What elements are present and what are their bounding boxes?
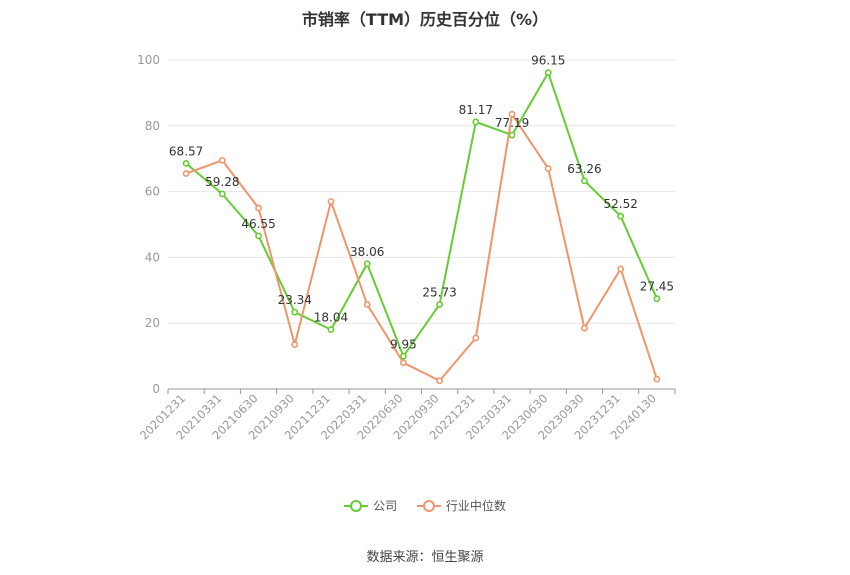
- data-point-1: [436, 377, 444, 385]
- data-point-0: [617, 212, 625, 220]
- series-line-1: [185, 113, 658, 382]
- data-label: 81.17: [459, 103, 493, 117]
- data-point-0: [399, 352, 407, 360]
- data-point-1: [653, 375, 661, 383]
- y-tick-label: 20: [145, 316, 160, 330]
- data-label: 25.73: [422, 285, 456, 299]
- data-label: 27.45: [640, 280, 674, 294]
- data-label: 23.34: [278, 293, 312, 307]
- data-label: 77.19: [495, 116, 529, 130]
- data-point-0: [544, 69, 552, 77]
- series-line-0: [185, 71, 658, 358]
- data-point-0: [218, 190, 226, 198]
- data-point-0: [291, 308, 299, 316]
- data-point-0: [508, 131, 516, 139]
- data-point-0: [327, 326, 335, 334]
- y-tick-label: 0: [152, 382, 160, 396]
- data-label: 59.28: [205, 175, 239, 189]
- data-label: 68.57: [169, 144, 203, 158]
- y-tick-label: 100: [137, 53, 160, 67]
- data-point-1: [291, 341, 299, 348]
- data-point-0: [472, 118, 480, 126]
- data-label: 96.15: [531, 54, 565, 68]
- data-point-1: [218, 156, 226, 164]
- data-point-1: [581, 324, 588, 332]
- data-label: 38.06: [350, 245, 384, 259]
- data-point-0: [182, 160, 190, 167]
- data-label: 18.04: [314, 311, 348, 325]
- data-point-1: [363, 301, 371, 308]
- legend-label-company: 公司: [373, 499, 398, 513]
- data-point-0: [363, 260, 371, 268]
- data-point-0: [436, 300, 444, 308]
- data-point-1: [617, 265, 625, 273]
- source-note: 数据来源：恒生聚源: [366, 550, 484, 565]
- data-point-1: [327, 198, 335, 205]
- data-label: 9.95: [390, 337, 417, 351]
- data-point-1: [399, 359, 407, 367]
- legend-item-industry-median[interactable]: 行业中位数: [416, 497, 506, 514]
- data-point-1: [472, 334, 480, 342]
- legend-label-industry-median: 行业中位数: [445, 499, 506, 513]
- chart-title: 市销率（TTM）历史百分位（%）: [301, 10, 549, 29]
- legend: 公司 行业中位数: [0, 497, 850, 516]
- data-label: 52.52: [603, 197, 637, 211]
- data-point-0: [581, 177, 588, 185]
- legend-item-company[interactable]: 公司: [344, 497, 397, 514]
- y-tick-label: 80: [145, 119, 160, 133]
- data-point-1: [255, 204, 262, 212]
- data-point-0: [255, 232, 262, 240]
- data-point-1: [182, 170, 190, 177]
- data-point-1: [544, 165, 552, 172]
- legend-marker-industry-median: [416, 499, 441, 513]
- y-tick-label: 60: [145, 185, 160, 199]
- data-point-0: [653, 295, 661, 303]
- y-tick-label: 40: [145, 250, 160, 264]
- data-label: 46.55: [241, 217, 275, 231]
- data-point-1: [508, 110, 516, 118]
- legend-marker-company: [344, 499, 369, 513]
- data-label: 63.26: [567, 162, 601, 176]
